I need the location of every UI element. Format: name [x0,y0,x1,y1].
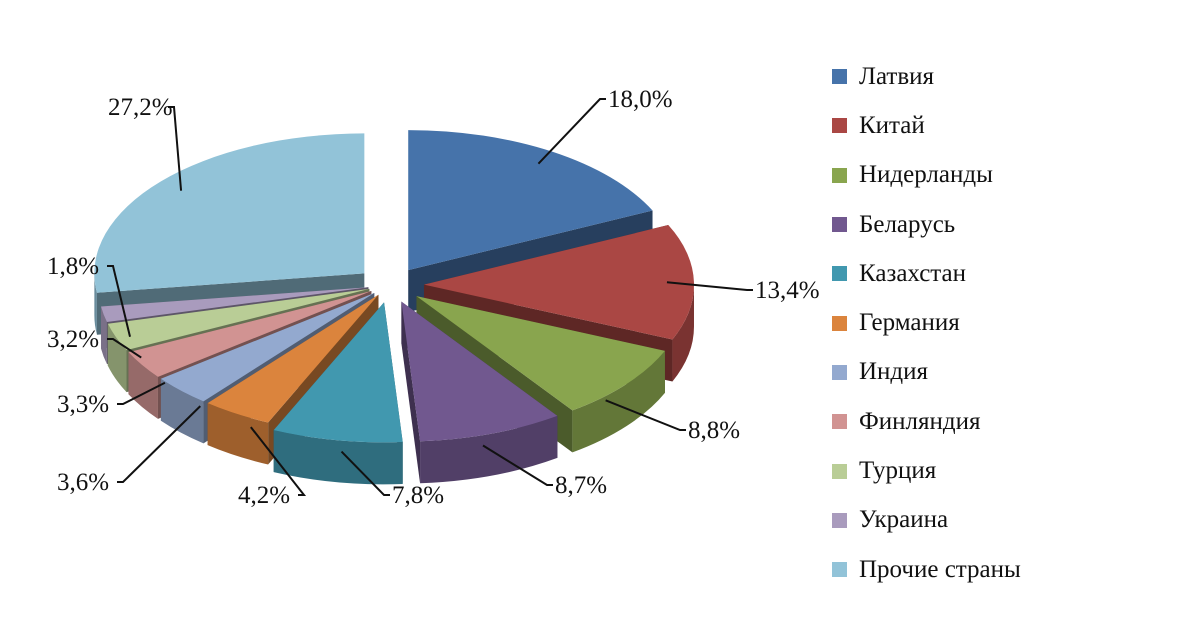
data-label-10: 1,8% [47,253,99,280]
legend-swatch [832,118,847,134]
legend-item: Нидерланды [832,151,1172,200]
leader-line-2 [666,281,753,291]
legend-item: Финляндия [832,397,1172,446]
leader-line-11 [168,106,183,191]
leader-line-6 [250,426,307,496]
leader-line-7 [117,405,201,483]
data-label-11: 27,2% [108,94,173,121]
legend-swatch [832,167,847,183]
legend-swatch [832,266,847,282]
legend-swatch [832,463,847,479]
leader-line-1 [537,98,606,165]
data-label-5: 7,8% [392,482,444,509]
data-label-8: 3,3% [57,391,109,418]
legend-label: Финляндия [859,407,981,435]
legend-label: Нидерланды [859,161,993,189]
leader-line-10 [107,265,131,338]
legend-label: Китай [859,111,925,139]
data-label-2: 13,4% [755,277,820,304]
data-label-9: 3,2% [47,326,99,353]
chart-legend: Латвия Китай Нидерланды Беларусь Казахстан Ге… [832,52,1172,594]
legend-swatch [832,512,847,528]
legend-item: Беларусь [832,200,1172,249]
leader-line-9 [107,338,142,359]
data-label-3: 8,8% [688,417,740,444]
legend-item: Индия [832,348,1172,397]
legend-swatch [832,414,847,430]
data-label-4: 8,7% [555,472,607,499]
legend-swatch [832,315,847,331]
legend-item: Казахстан [832,249,1172,298]
legend-label: Германия [859,309,960,337]
legend-item: Прочие страны [832,545,1172,594]
legend-swatch [832,217,847,233]
data-label-7: 3,6% [57,469,109,496]
data-label-6: 4,2% [238,482,290,509]
legend-swatch [832,69,847,85]
leader-line-3 [605,399,686,431]
legend-item: Германия [832,298,1172,347]
legend-label: Турция [859,457,937,485]
legend-item: Турция [832,446,1172,495]
legend-swatch [832,562,847,578]
legend-label: Беларусь [859,210,956,238]
legend-label: Индия [859,358,929,386]
pie-slice-5 [273,302,403,485]
pie-slice-4 [401,301,558,484]
legend-label: Украина [859,506,949,534]
leader-line-4 [482,444,553,486]
legend-swatch [832,364,847,380]
legend-item: Латвия [832,52,1172,101]
leader-line-8 [117,381,166,405]
legend-item: Китай [832,101,1172,150]
legend-label: Казахстан [859,259,966,287]
legend-item: Украина [832,496,1172,545]
data-label-1: 18,0% [608,86,673,113]
leader-line-5 [340,450,390,496]
legend-label: Прочие страны [859,555,1021,583]
legend-label: Латвия [859,62,935,90]
